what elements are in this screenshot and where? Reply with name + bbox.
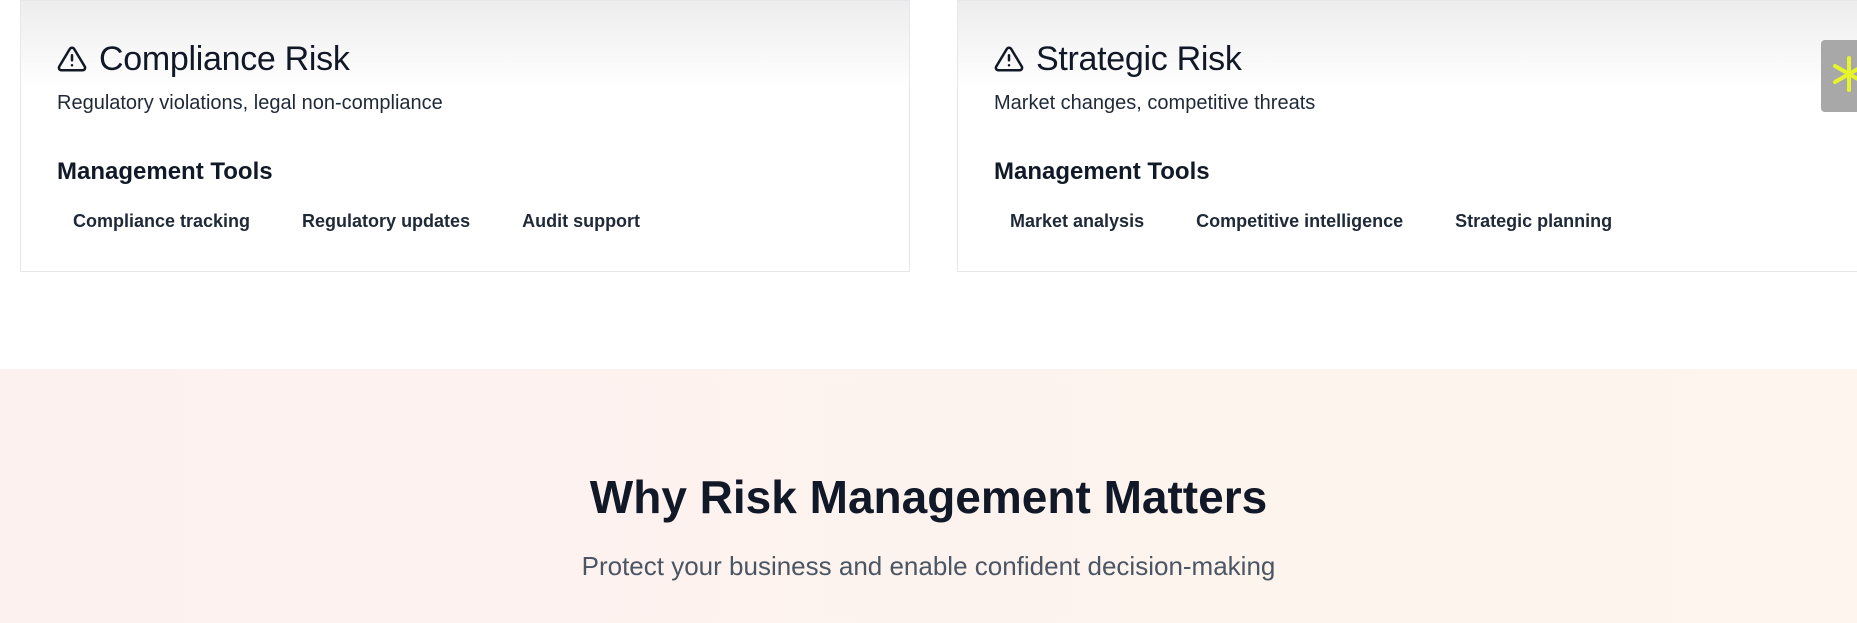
tool-chip-strategic-planning[interactable]: Strategic planning bbox=[1455, 211, 1613, 231]
card-title-row: Compliance Risk bbox=[57, 37, 873, 81]
risk-card-strategic: Strategic Risk Market changes, competiti… bbox=[957, 0, 1857, 272]
card-title: Strategic Risk bbox=[1036, 40, 1242, 78]
warning-triangle-icon bbox=[994, 44, 1024, 74]
tool-chip-regulatory-updates[interactable]: Regulatory updates bbox=[302, 211, 471, 231]
tool-chip-competitive-intelligence[interactable]: Competitive intelligence bbox=[1196, 211, 1404, 231]
card-description: Market changes, competitive threats bbox=[994, 92, 1316, 114]
warning-triangle-icon bbox=[57, 44, 87, 74]
card-title-row: Strategic Risk bbox=[994, 37, 1830, 81]
card-title: Compliance Risk bbox=[99, 40, 350, 78]
tools-list: Market analysis Competitive intelligence… bbox=[994, 201, 1830, 241]
tools-heading: Management Tools bbox=[994, 158, 1210, 185]
asterisk-icon bbox=[1827, 52, 1857, 101]
side-widget-button[interactable] bbox=[1821, 40, 1857, 112]
tool-chip-compliance-tracking[interactable]: Compliance tracking bbox=[73, 211, 251, 231]
section-subtitle: Protect your business and enable confide… bbox=[581, 551, 1276, 581]
why-section: Why Risk Management Matters Protect your… bbox=[0, 369, 1857, 623]
risk-cards-row: Compliance Risk Regulatory violations, l… bbox=[20, 0, 1857, 275]
tools-heading: Management Tools bbox=[57, 158, 273, 185]
tools-list: Compliance tracking Regulatory updates A… bbox=[57, 201, 873, 241]
section-title: Why Risk Management Matters bbox=[589, 471, 1268, 523]
tool-chip-market-analysis[interactable]: Market analysis bbox=[1010, 211, 1145, 231]
risk-card-compliance: Compliance Risk Regulatory violations, l… bbox=[20, 0, 910, 272]
card-description: Regulatory violations, legal non-complia… bbox=[57, 92, 443, 114]
tool-chip-audit-support[interactable]: Audit support bbox=[522, 211, 641, 231]
